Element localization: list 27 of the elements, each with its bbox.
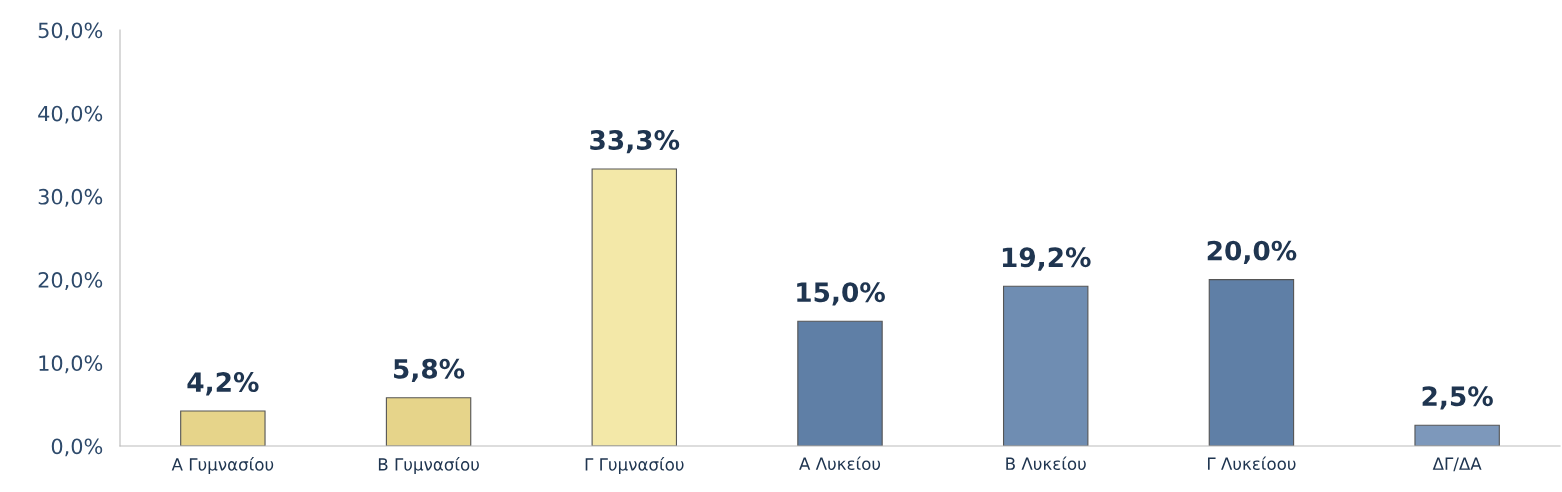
- x-tick-label: Α Λυκείου: [799, 456, 881, 471]
- x-tick-label: Γ Γυμνασίου: [585, 457, 684, 474]
- bar: [180, 410, 266, 446]
- x-tick-label: Β Λυκείου: [1006, 456, 1086, 471]
- bar: [385, 397, 472, 446]
- y-tick-label: 50,0%: [38, 22, 103, 41]
- x-tick-label: Γ Λυκείοου: [1207, 456, 1296, 471]
- data-label: 15,0%: [797, 282, 885, 306]
- y-tick-label: 30,0%: [38, 188, 103, 207]
- y-tick-label: 10,0%: [39, 355, 103, 374]
- y-tick-label: 20,0%: [38, 272, 103, 290]
- data-label: 20,0%: [1207, 240, 1297, 264]
- data-label: 2,5%: [1422, 386, 1493, 410]
- bar: [591, 168, 678, 446]
- data-label: 33,3%: [590, 129, 680, 154]
- bar: [1208, 279, 1295, 446]
- data-label: 5,8%: [394, 358, 465, 383]
- x-tick-label: Β Γυμνασίου: [378, 457, 479, 474]
- bar: [1414, 424, 1500, 446]
- bar: [1002, 285, 1089, 446]
- data-label: 19,2%: [1002, 247, 1091, 271]
- x-tick-label: ΔΓ/ΔΑ: [1432, 457, 1482, 472]
- y-tick-label: 40,0%: [38, 105, 103, 124]
- x-tick-label: Α Γυμνασίου: [171, 457, 274, 474]
- data-label: 4,2%: [187, 372, 259, 396]
- bar: [797, 320, 883, 446]
- y-tick-label: 0,0%: [51, 438, 103, 457]
